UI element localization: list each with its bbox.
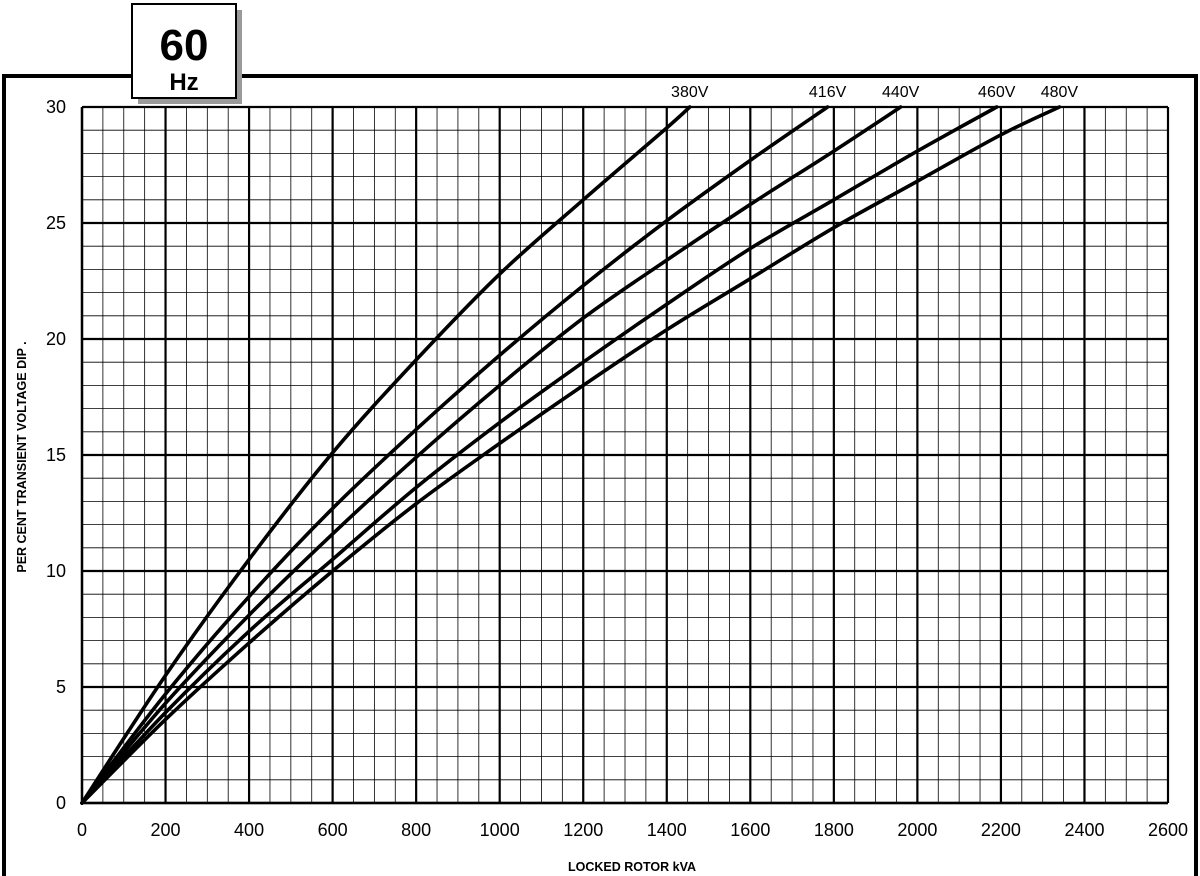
x-tick-label: 800 [401, 820, 431, 840]
y-tick-label: 0 [56, 793, 66, 813]
x-tick-label: 2000 [897, 820, 937, 840]
badge-box [131, 3, 237, 99]
x-tick-label: 1400 [647, 820, 687, 840]
x-axis-title: LOCKED ROTOR kVA [568, 860, 696, 874]
series-label-380v: 380V [671, 84, 709, 101]
series-label-416v: 416V [809, 84, 847, 101]
x-tick-label: 200 [151, 820, 181, 840]
x-tick-label: 2600 [1148, 820, 1188, 840]
y-tick-label: 10 [46, 561, 66, 581]
x-tick-label: 600 [318, 820, 348, 840]
y-tick-label: 20 [46, 329, 66, 349]
frequency-badge: 60 Hz [131, 3, 242, 104]
chart-frame [2, 74, 1198, 876]
series-label-440v: 440V [882, 84, 920, 101]
series-line-460v [80, 105, 999, 805]
y-tick-label: 15 [46, 445, 66, 465]
series-label-460v: 460V [978, 84, 1016, 101]
badge-frequency: 60 [160, 21, 209, 70]
series-line-380v [80, 105, 692, 805]
y-axis-title: PER CENT TRANSIENT VOLTAGE DIP . [15, 341, 29, 572]
y-tick-label: 25 [46, 213, 66, 233]
x-tick-label: 1800 [814, 820, 854, 840]
x-tick-label: 0 [77, 820, 87, 840]
x-tick-label: 1000 [480, 820, 520, 840]
y-axis-ticks: 0 5 10 15 20 25 30 [46, 97, 66, 813]
chart-grid [80, 105, 1170, 805]
series-label-480v: 480V [1041, 84, 1079, 101]
series-line-480v [80, 105, 1062, 805]
x-axis-ticks: 0 200 400 600 800 1000 1200 1400 1600 1800 2000 220… [77, 820, 1188, 840]
chart-series-group [80, 105, 1062, 805]
series-line-416v [80, 105, 830, 805]
x-tick-label: 1600 [730, 820, 770, 840]
badge-unit: Hz [169, 69, 198, 96]
x-tick-label: 400 [234, 820, 264, 840]
y-tick-label: 30 [46, 97, 66, 117]
x-tick-label: 2400 [1064, 820, 1104, 840]
y-tick-label: 5 [56, 677, 66, 697]
series-labels-group: 380V 416V 440V 460V 480V [671, 84, 1078, 101]
series-line-440v [80, 105, 903, 805]
x-tick-label: 2200 [981, 820, 1021, 840]
x-tick-label: 1200 [563, 820, 603, 840]
